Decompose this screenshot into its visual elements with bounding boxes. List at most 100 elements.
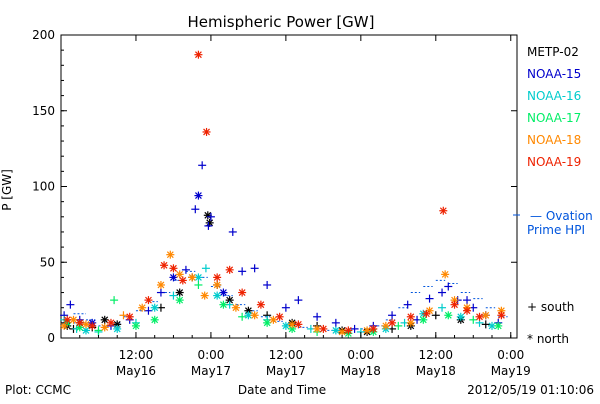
plot-source-label: Plot: CCMC: [5, 383, 71, 397]
south-point: [350, 324, 359, 333]
legend-entry: NOAA-19: [527, 155, 581, 169]
north-point: [275, 312, 284, 321]
north-point: [344, 326, 353, 335]
south-point: [181, 265, 190, 274]
axes: 0 50 100 150 200 12:00 May16 0:00 May17 12:00 May1…: [32, 28, 531, 378]
north-point: [106, 318, 115, 327]
south-point: [94, 326, 103, 335]
y-tick-label: 100: [32, 180, 55, 194]
north-point: [194, 50, 203, 59]
north-point: [338, 327, 347, 336]
south-point: [438, 288, 447, 297]
legend-entry: NOAA-17: [527, 111, 581, 125]
north-point: [269, 315, 278, 324]
north-point: [150, 303, 159, 312]
north-point: [256, 300, 265, 309]
north-point: [225, 265, 234, 274]
south-point: [144, 306, 153, 315]
north-point: [219, 300, 228, 309]
north-point: [441, 270, 450, 279]
south-point: [403, 300, 412, 309]
south-point: [156, 288, 165, 297]
north-point: [313, 324, 322, 333]
north-point: [497, 311, 506, 320]
south-point: [228, 227, 237, 236]
north-point: [113, 324, 122, 333]
north-point: [213, 291, 222, 300]
legend: METP-02 NOAA-15 NOAA-16 NOAA-17 NOAA-18 NOAA-…: [527, 45, 581, 169]
x-tick-time: 12:00: [119, 348, 154, 362]
legend-entry: NOAA-15: [527, 67, 581, 81]
south-point: [444, 282, 453, 291]
ovation-legend-line1: — Ovation: [530, 209, 593, 223]
south-point: [204, 221, 213, 230]
south-point: [281, 303, 290, 312]
north-point: [213, 280, 222, 289]
south-point: [469, 315, 478, 324]
x-tick-date: May17: [266, 364, 306, 378]
legend-entry: METP-02: [527, 45, 579, 59]
north-point: [244, 311, 253, 320]
south-point: [201, 264, 210, 273]
north-point: [388, 318, 397, 327]
north-point: [144, 296, 153, 305]
y-axis-label: P [GW]: [0, 169, 14, 211]
north-point: [81, 320, 90, 329]
north-point: [444, 311, 453, 320]
x-axis-label: Date and Time: [238, 383, 326, 397]
north-point: [419, 315, 428, 324]
south-point: [431, 311, 440, 320]
north-point: [213, 273, 222, 282]
south-point: [438, 303, 447, 312]
north-marker-legend: * north: [527, 332, 569, 346]
south-point: [198, 161, 207, 170]
x-tick-date: May18: [416, 364, 456, 378]
x-tick-time: 0:00: [497, 348, 524, 362]
legend-entry: NOAA-18: [527, 133, 581, 147]
north-point: [369, 324, 378, 333]
x-tick-time: 12:00: [269, 348, 304, 362]
north-point: [100, 315, 109, 324]
plot-area: [60, 34, 518, 339]
south-point: [191, 205, 200, 214]
north-point: [194, 191, 203, 200]
south-point: [263, 280, 272, 289]
y-tick-label: 200: [32, 28, 55, 42]
north-point: [100, 323, 109, 332]
south-point: [425, 294, 434, 303]
north-point: [60, 321, 69, 330]
north-point: [422, 309, 431, 318]
north-point: [166, 250, 175, 259]
north-point: [463, 306, 472, 315]
north-point: [406, 318, 415, 327]
north-point: [138, 303, 147, 312]
ovation-legend-line2: Prime HPI: [527, 223, 585, 237]
south-point: [206, 212, 215, 221]
north-point: [363, 326, 372, 335]
north-point: [439, 206, 448, 215]
north-point: [200, 291, 209, 300]
legend-entry: NOAA-16: [527, 89, 581, 103]
north-point: [231, 303, 240, 312]
north-point: [319, 324, 328, 333]
north-point: [202, 127, 211, 136]
south-point: [394, 321, 403, 330]
north-point: [156, 280, 165, 289]
ovation-hpi-series: [61, 270, 508, 331]
south-point: [481, 320, 490, 329]
chart-title: Hemispheric Power [GW]: [188, 13, 375, 31]
north-point: [178, 276, 187, 285]
south-point: [331, 318, 340, 327]
plot-timestamp: 2012/05/19 01:10:06: [467, 383, 594, 397]
north-point: [488, 321, 497, 330]
north-point: [75, 318, 84, 327]
x-tick-time: 0:00: [347, 348, 374, 362]
north-point: [331, 326, 340, 335]
south-point: [238, 312, 247, 321]
north-point: [81, 326, 90, 335]
x-tick-date: May16: [116, 364, 156, 378]
y-tick-label: 50: [40, 255, 55, 269]
north-point: [88, 321, 97, 330]
north-point: [494, 321, 503, 330]
